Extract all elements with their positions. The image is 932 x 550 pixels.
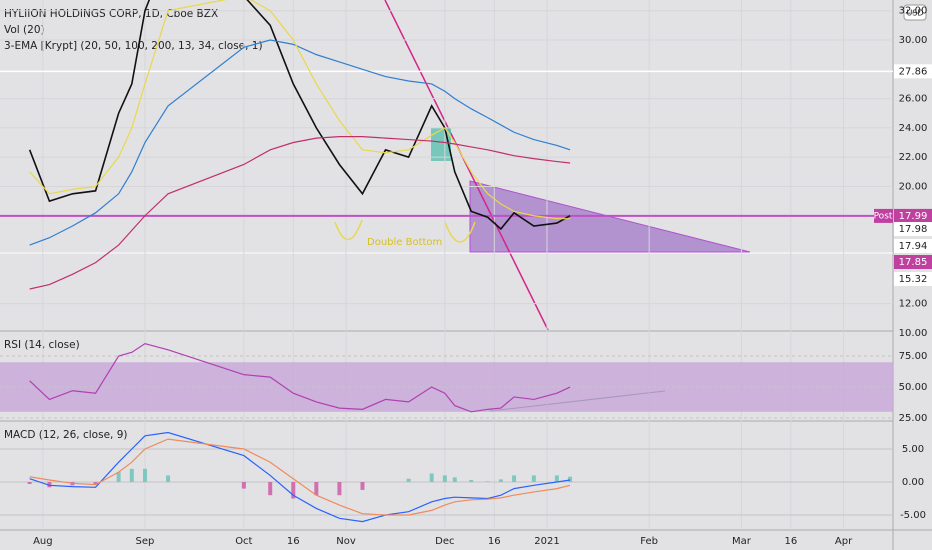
series-line (29, 438, 571, 516)
x-tick-label: Nov (336, 536, 356, 547)
level-tag (894, 64, 932, 79)
y-tick-label: 22.00 (899, 152, 928, 163)
x-tick-label: Oct (235, 536, 252, 547)
x-tick-label: Feb (640, 536, 658, 547)
histogram-bar (241, 482, 246, 489)
x-tick-label: Sep (136, 536, 155, 547)
post-label: Post (874, 211, 893, 221)
y-tick-label: 25.00 (899, 413, 928, 424)
y-tick-label: 0.00 (902, 477, 924, 488)
x-tick-label: 16 (784, 536, 797, 547)
histogram-bar (452, 477, 457, 483)
y-tick-label: 26.00 (899, 94, 928, 105)
side-label: 17.85 (899, 257, 928, 268)
histogram-bar (360, 482, 365, 490)
series-line (29, 0, 571, 220)
histogram-bar (485, 481, 490, 483)
histogram-bar (512, 475, 517, 483)
x-tick-label: Mar (732, 536, 752, 547)
pane (0, 431, 893, 523)
annotation: Double Bottom (367, 237, 442, 248)
histogram-bar (314, 482, 319, 496)
x-tick-label: Apr (835, 536, 853, 547)
y-tick-label: 30.00 (899, 35, 928, 46)
y-tick-label: 5.00 (902, 444, 924, 455)
level-tag (894, 208, 932, 223)
y-tick-label: 24.00 (899, 123, 928, 134)
side-tag (894, 239, 932, 253)
y-tick-label: 20.00 (899, 181, 928, 192)
histogram-bar (531, 475, 536, 483)
histogram-bar (442, 475, 447, 483)
level-label: 27.86 (899, 66, 928, 77)
currency-badge[interactable] (903, 4, 927, 21)
x-tick-label: 16 (287, 536, 300, 547)
side-label: 17.94 (899, 241, 928, 252)
histogram-bar (469, 480, 474, 483)
bottom-curve (334, 219, 363, 241)
level-label: 17.99 (899, 211, 928, 222)
trend-line (384, 0, 549, 331)
pane-title: RSI (14, close) (4, 339, 80, 351)
histogram-bar (142, 468, 147, 483)
histogram-bar (27, 482, 32, 484)
histogram-bar (554, 475, 559, 483)
pane (0, 343, 893, 419)
histogram-bar (291, 482, 296, 499)
side-tag (894, 222, 932, 236)
histogram-bar (406, 478, 411, 483)
histogram-bar (116, 472, 121, 483)
series-line (29, 343, 571, 413)
x-tick-label: 2021 (534, 536, 559, 547)
side-label: 15.32 (899, 274, 928, 285)
y-tick-label: 12.00 (899, 299, 928, 310)
series-line (29, 136, 571, 290)
symbol-title: HYLIION HOLDINGS CORP, 1D, Cboe BZX (4, 8, 218, 20)
x-tick-label: Dec (435, 536, 454, 547)
histogram-bar (568, 476, 573, 483)
y-tick-label: 32.00 (899, 6, 928, 17)
currency: USD (906, 9, 923, 18)
histogram-bar (93, 482, 98, 485)
y-tick-label: -5.00 (900, 510, 926, 521)
histogram-bar (47, 482, 52, 488)
side-label: 17.98 (899, 224, 928, 235)
y-tick-label: 50.00 (899, 382, 928, 393)
pane (0, 0, 893, 305)
side-tag (894, 272, 932, 286)
y-tick-label: 10.00 (899, 328, 928, 339)
histogram-bar (129, 468, 134, 483)
indicator-label: Vol (20) (4, 24, 45, 36)
series-line (28, 0, 571, 231)
y-tick-label: 75.00 (899, 351, 928, 362)
x-tick-label: 16 (488, 536, 501, 547)
histogram-bar (498, 479, 503, 483)
x-tick-label: Aug (33, 536, 53, 547)
histogram-bar (337, 482, 342, 496)
indicator-label: 3-EMA [Krypt] (20, 50, 100, 200, 13, 34,… (4, 40, 263, 52)
side-tag (894, 255, 932, 269)
histogram-bar (166, 475, 171, 483)
histogram-bar (268, 482, 273, 496)
histogram-bar (429, 473, 434, 483)
series-line (29, 431, 571, 523)
series-line (29, 39, 571, 246)
bottom-curve (444, 221, 476, 243)
pane-title: MACD (12, 26, close, 9) (4, 429, 127, 441)
post-tag (874, 208, 893, 223)
